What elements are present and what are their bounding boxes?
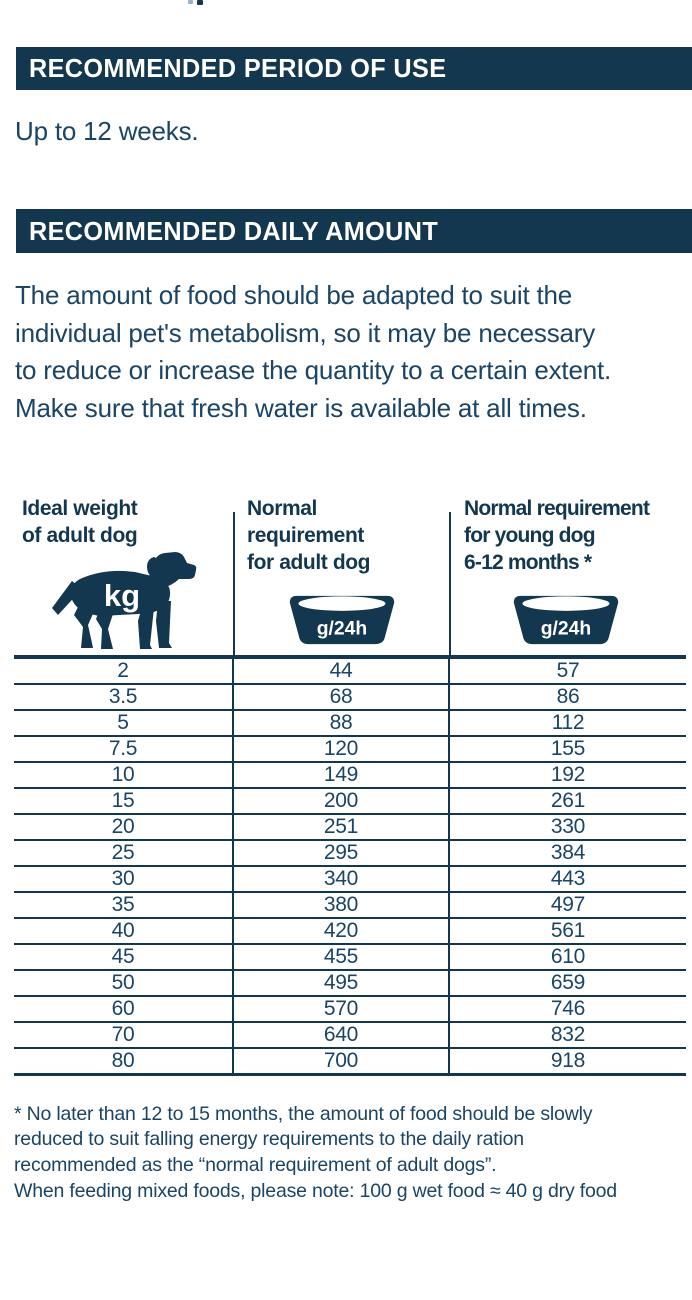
table-cell: 86 xyxy=(449,684,686,711)
column-divider xyxy=(449,512,451,655)
table-row: 25 295 384 xyxy=(14,840,686,867)
table-cell: 68 xyxy=(232,684,450,711)
table-cell: 70 xyxy=(14,1022,233,1049)
table-cell: 112 xyxy=(449,710,686,737)
table-cell: 149 xyxy=(232,762,450,789)
table-cell: 380 xyxy=(232,892,450,919)
table-cell: 50 xyxy=(14,970,233,997)
table-cell: 15 xyxy=(14,788,233,815)
cropped-text-artifact xyxy=(197,0,203,5)
table-cell: 10 xyxy=(14,762,233,789)
daily-amount-title-bar: RECOMMENDED DAILY AMOUNT xyxy=(16,209,692,253)
cropped-text-artifact xyxy=(188,0,193,4)
table-cell: 420 xyxy=(232,918,450,945)
food-bowl-icon: g/24h xyxy=(284,591,400,649)
table-row: 7.5 120 155 xyxy=(14,736,686,763)
table-cell: 384 xyxy=(449,840,686,867)
food-bowl-icon: g/24h xyxy=(508,591,624,649)
table-row: 80 700 918 xyxy=(14,1048,686,1075)
table-cell: 5 xyxy=(14,710,233,737)
feeding-table: 2 44 57 3.5 68 86 5 88 112 7.5 120 155 10 149 192 15 200… xyxy=(14,655,686,1076)
kg-unit-label: kg xyxy=(104,578,140,613)
table-row: 35 380 497 xyxy=(14,892,686,919)
table-cell: 443 xyxy=(449,866,686,893)
table-cell: 20 xyxy=(14,814,233,841)
table-cell: 700 xyxy=(232,1048,450,1075)
feeding-table-body: 2 44 57 3.5 68 86 5 88 112 7.5 120 155 10 149 192 15 200… xyxy=(14,657,686,1075)
table-row: 15 200 261 xyxy=(14,788,686,815)
table-cell: 455 xyxy=(232,944,450,971)
table-row: 10 149 192 xyxy=(14,762,686,789)
table-cell: 30 xyxy=(14,866,233,893)
table-row: 40 420 561 xyxy=(14,918,686,945)
section-title: RECOMMENDED DAILY AMOUNT xyxy=(29,215,439,246)
table-cell: 261 xyxy=(449,788,686,815)
table-cell: 495 xyxy=(232,970,450,997)
table-cell: 25 xyxy=(14,840,233,867)
section-title: RECOMMENDED PERIOD OF USE xyxy=(29,53,447,83)
table-cell: 561 xyxy=(449,918,686,945)
table-cell: 3.5 xyxy=(14,684,233,711)
table-cell: 155 xyxy=(449,736,686,763)
table-cell: 88 xyxy=(232,710,450,737)
footnote-mixed-feeding-text: When feeding mixed foods, please note: 1… xyxy=(14,1180,617,1202)
table-cell: 832 xyxy=(449,1022,686,1049)
table-cell: 44 xyxy=(232,657,450,685)
footnote-asterisk-text: * No later than 12 to 15 months, the amo… xyxy=(14,1103,593,1176)
table-row: 70 640 832 xyxy=(14,1022,686,1049)
table-cell: 330 xyxy=(449,814,686,841)
table-row: 30 340 443 xyxy=(14,866,686,893)
table-cell: 610 xyxy=(449,944,686,971)
column-header-adult-dog: Normal requirement for adult dog xyxy=(247,497,371,574)
table-cell: 45 xyxy=(14,944,233,971)
table-cell: 659 xyxy=(449,970,686,997)
table-cell: 80 xyxy=(111,1049,135,1072)
table-row: 50 495 659 xyxy=(14,970,686,997)
table-cell: 640 xyxy=(232,1022,450,1049)
column-header-young-dog: Normal requirement for young dog 6-12 mo… xyxy=(464,497,650,574)
table-cell: 340 xyxy=(232,866,450,893)
table-cell: 40 xyxy=(14,918,233,945)
table-row: 45 455 610 xyxy=(14,944,686,971)
period-of-use-title-bar: RECOMMENDED PERIOD OF USE xyxy=(16,47,692,90)
table-row: 5 88 112 xyxy=(14,710,686,737)
table-cell: 200 xyxy=(232,788,450,815)
table-cell: 497 xyxy=(449,892,686,919)
table-cell: 918 xyxy=(550,1049,586,1072)
table-cell: 570 xyxy=(232,996,450,1023)
table-row: 2 44 57 xyxy=(14,657,686,685)
period-of-use-body-text: Up to 12 weeks. xyxy=(15,116,199,146)
column-divider xyxy=(233,512,235,655)
table-row: 20 251 330 xyxy=(14,814,686,841)
table-cell: 192 xyxy=(449,762,686,789)
table-cell: 35 xyxy=(14,892,233,919)
table-cell: 746 xyxy=(449,996,686,1023)
table-cell: 7.5 xyxy=(14,736,233,763)
dog-silhouette-icon: kg xyxy=(50,551,198,653)
table-cell: 295 xyxy=(232,840,450,867)
bowl-unit-label: g/24h xyxy=(317,619,367,640)
daily-amount-body-text: The amount of food should be adapted to … xyxy=(15,280,612,423)
bowl-unit-label: g/24h xyxy=(541,619,591,640)
table-cell: 60 xyxy=(14,996,233,1023)
table-cell: 251 xyxy=(232,814,450,841)
table-cell: 57 xyxy=(449,657,686,685)
table-row: 60 570 746 xyxy=(14,996,686,1023)
table-row: 3.5 68 86 xyxy=(14,684,686,711)
column-header-ideal-weight: Ideal weight of adult dog xyxy=(22,497,138,547)
table-cell: 120 xyxy=(232,736,450,763)
table-cell: 2 xyxy=(14,657,233,685)
